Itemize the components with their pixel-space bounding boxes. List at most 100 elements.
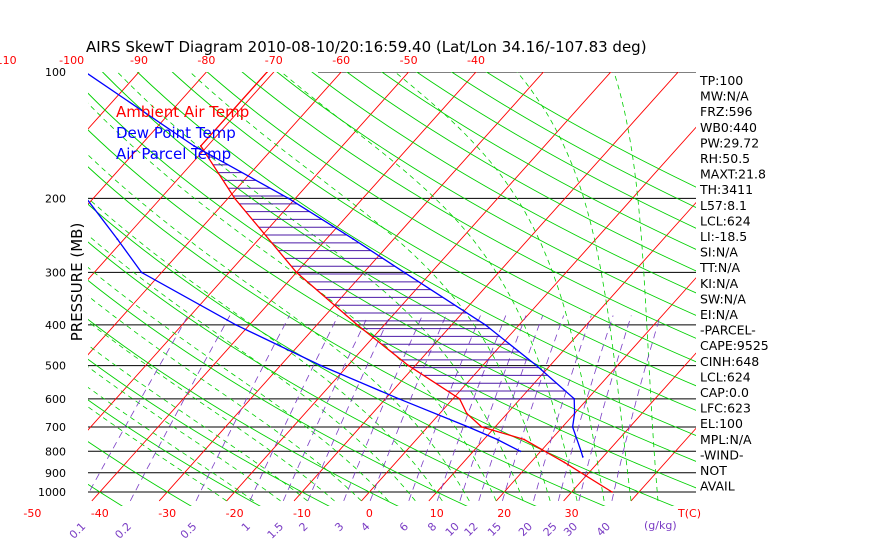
index-label: NOT — [700, 463, 727, 478]
series-point — [573, 397, 576, 400]
index-label: MAXT:21.8 — [700, 167, 766, 182]
top-temperature-axis: -120-110-100-90-80-70-60-50-40 — [0, 54, 485, 67]
series-point — [24, 71, 26, 73]
series-point — [287, 197, 290, 200]
mixing-ratio-lines — [88, 315, 661, 502]
pressure-tick-label: 100 — [45, 66, 66, 79]
dew-point-temp-line — [88, 199, 521, 452]
moist-adiabats — [88, 72, 659, 502]
moist-adiabat-line — [189, 72, 551, 501]
bottom-temperature-tick-label: -10 — [293, 507, 311, 520]
series-point — [116, 238, 119, 241]
index-label: CAPE:9525 — [700, 338, 769, 353]
moist-adiabat-line — [280, 72, 578, 501]
dry-adiabat-line — [450, 72, 696, 208]
dry-adiabat-line — [88, 318, 399, 506]
pressure-tick-label: 200 — [45, 192, 66, 205]
bottom-temperature-tick-label: 20 — [497, 507, 511, 520]
top-temperature-tick-label: -100 — [59, 54, 84, 67]
bottom-temperature-tick-label: 30 — [565, 507, 579, 520]
dry-adiabat-line — [311, 72, 696, 294]
mixing-ratio-line — [436, 315, 507, 502]
moist-adiabat-line — [88, 321, 335, 502]
series-point — [571, 426, 574, 428]
series-point — [140, 271, 143, 274]
temperature-axis-label: T(C) — [677, 507, 701, 520]
plot-area — [0, 53, 696, 506]
mixing-ratio-line — [459, 315, 527, 502]
index-label: LCL:624 — [700, 213, 751, 228]
dry-adiabat-line — [101, 72, 696, 437]
series-point — [563, 461, 566, 464]
bottom-temperature-tick-label: -50 — [23, 507, 41, 520]
index-label: TH:3411 — [699, 182, 753, 197]
isotherm-line — [0, 53, 21, 501]
series-point — [72, 145, 74, 147]
top-temperature-tick-label: -110 — [0, 54, 17, 67]
dry-adiabat-line — [88, 241, 537, 506]
mixing-ratio-tick-label: 0.2 — [112, 520, 134, 542]
mixing-ratio-tick-label: 4 — [358, 520, 372, 534]
profile-series — [24, 71, 613, 493]
dry-adiabat-line — [415, 72, 696, 229]
index-label: KI:N/A — [700, 276, 739, 291]
pressure-tick-label: 700 — [45, 421, 66, 434]
dry-adiabat-line — [88, 399, 261, 506]
isotherm-line — [428, 201, 696, 502]
index-label: SW:N/A — [700, 291, 746, 306]
mixing-ratio-line — [533, 315, 592, 501]
mixing-ratio-tick-label: 1 — [239, 520, 253, 534]
top-temperature-tick-label: -90 — [130, 54, 148, 67]
series-point — [398, 397, 400, 400]
cape-area-hatching — [207, 156, 575, 400]
top-temperature-tick-label: -80 — [197, 54, 215, 67]
mixing-ratio-line — [88, 315, 189, 495]
isotherm-line — [88, 72, 342, 356]
isotherm-line — [361, 126, 696, 502]
dry-adiabat-line — [381, 72, 696, 250]
series-point — [580, 450, 582, 453]
mixing-ratio-line — [502, 315, 565, 502]
series-point — [458, 397, 461, 400]
index-label: CAP:0.0 — [700, 385, 749, 400]
bottom-temperature-tick-label: 10 — [430, 507, 444, 520]
index-label: MPL:N/A — [700, 432, 752, 447]
mixing-ratio-tick-label: 0.1 — [67, 520, 89, 542]
legend-entry: Ambient Air Temp — [116, 103, 249, 121]
moist-adiabat-line — [88, 197, 443, 502]
index-label: MW:N/A — [700, 89, 749, 104]
index-label: -WIND- — [700, 447, 744, 462]
dry-adiabat-line — [276, 72, 696, 316]
moist-adiabat-line — [516, 72, 632, 501]
mixing-ratio-axis: 0.1 0.2 0.5 1 1.5 2 3 4 6 8 10 12 15 20 25 30 40 (g/kg) — [67, 519, 677, 541]
stability-indices: TP:100MW:N/AFRZ:596WB0:440PW:29.72RH:50.… — [699, 73, 769, 494]
mixing-ratio-line — [478, 315, 544, 502]
pressure-tick-label: 500 — [45, 360, 66, 373]
pressure-tick-label: 1000 — [38, 486, 66, 499]
series-point — [573, 412, 576, 415]
bottom-temperature-tick-label: -40 — [91, 507, 109, 520]
top-temperature-tick-label: -40 — [467, 54, 485, 67]
series-point — [266, 72, 268, 73]
mixing-ratio-line — [611, 315, 661, 501]
mixing-ratio-tick-label: 20 — [516, 520, 535, 539]
mixing-ratio-tick-label: 3 — [332, 520, 346, 534]
index-label: SI:N/A — [700, 245, 738, 260]
mixing-ratio-tick-label: 30 — [561, 520, 580, 539]
mixing-ratio-tick-label: 40 — [594, 520, 613, 539]
dry-adiabat-line — [88, 129, 696, 489]
pressure-tick-label: 300 — [45, 266, 66, 279]
pressure-axis: 100 200 300 400 500 600 700 800 900 1000 — [38, 66, 66, 499]
pressure-tick-label: 600 — [45, 393, 66, 406]
ambient-air-temp-line — [199, 72, 613, 493]
mixing-ratio-line — [129, 315, 231, 502]
dry-adiabat-line — [88, 358, 330, 506]
dry-adiabat-line — [206, 72, 696, 363]
isotherm-line — [88, 72, 207, 205]
isotherm-line — [88, 72, 140, 130]
dry-adiabat-line — [485, 72, 696, 188]
mixing-ratio-tick-label: 0.5 — [178, 520, 200, 542]
index-label: TT:N/A — [699, 260, 740, 275]
dry-adiabat-line — [241, 72, 696, 339]
mixing-ratio-tick-label: 6 — [397, 520, 411, 534]
